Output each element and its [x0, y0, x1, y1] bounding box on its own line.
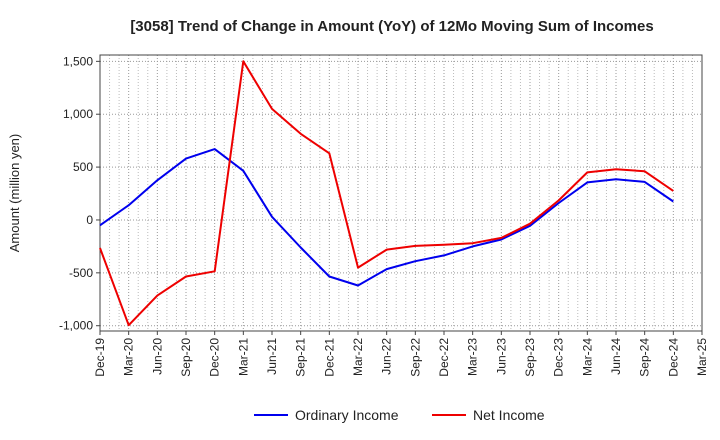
legend: Ordinary Income Net Income	[254, 407, 545, 423]
x-tick-label: Mar-22	[351, 338, 365, 376]
x-tick-label: Sep-23	[523, 338, 537, 377]
x-tick-label: Mar-23	[466, 338, 480, 376]
x-tick-label: Jun-23	[494, 338, 508, 375]
y-tick-label: 0	[86, 213, 93, 227]
y-tick-label: 1,500	[63, 54, 93, 68]
y-tick-label: -1,000	[59, 319, 93, 333]
plot-area: -1,000 -500 0 500 1,000 1,500 Dec-19 Mar-20 Jun-…	[59, 54, 709, 376]
legend-label-ordinary-income: Ordinary Income	[295, 407, 399, 423]
y-axis-label: Amount (million yen)	[7, 134, 22, 253]
x-tick-label: Sep-24	[638, 338, 652, 377]
legend-label-net-income: Net Income	[473, 407, 545, 423]
x-tick-label: Dec-24	[666, 338, 680, 377]
x-tick-label: Mar-24	[580, 338, 594, 376]
y-tick-label: 1,000	[63, 107, 93, 121]
series-line-ordinary-income	[99, 148, 674, 287]
x-tick-label: Mar-21	[236, 338, 250, 376]
x-tick-label: Sep-20	[179, 338, 193, 377]
x-tick-label: Dec-21	[322, 338, 336, 377]
chart-title: [3058] Trend of Change in Amount (YoY) o…	[130, 18, 653, 35]
x-tick-label: Mar-20	[122, 338, 136, 376]
series-line-net-income	[99, 60, 674, 327]
x-tick-label: Mar-25	[695, 338, 709, 376]
x-tick-label: Dec-20	[208, 338, 222, 377]
x-tick-label: Jun-22	[380, 338, 394, 375]
x-tick-label: Sep-21	[294, 338, 308, 377]
x-tick-label: Jun-24	[609, 338, 623, 375]
x-tick-label: Jun-20	[150, 338, 164, 375]
x-tick-label: Sep-22	[408, 338, 422, 377]
x-tick-label: Jun-21	[265, 338, 279, 375]
x-tick-label: Dec-23	[552, 338, 566, 377]
y-tick-label: -500	[69, 266, 93, 280]
x-tick-label: Dec-19	[93, 338, 107, 377]
y-tick-label: 500	[73, 160, 93, 174]
x-tick-label: Dec-22	[437, 338, 451, 377]
plot-border	[99, 54, 703, 332]
